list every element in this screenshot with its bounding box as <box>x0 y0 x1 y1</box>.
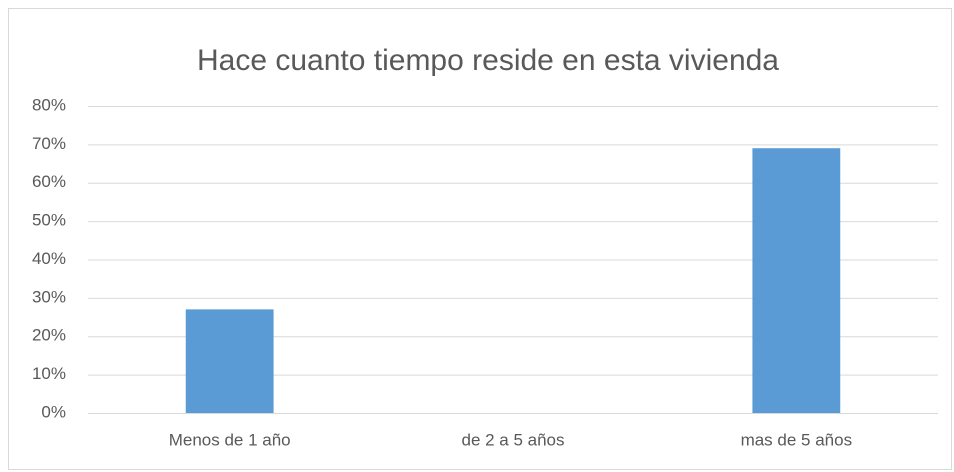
y-tick-label: 20% <box>32 326 66 345</box>
y-tick-label: 50% <box>32 211 66 230</box>
x-tick-label: Menos de 1 año <box>169 430 291 449</box>
y-tick-label: 40% <box>32 249 66 268</box>
bar <box>185 309 274 413</box>
y-tick-label: 70% <box>32 134 66 153</box>
x-tick-label: mas de 5 años <box>741 430 853 449</box>
bar <box>752 148 841 413</box>
y-tick-label: 30% <box>32 287 66 306</box>
chart-title: Hace cuanto tiempo reside en esta vivien… <box>197 44 779 77</box>
y-tick-label: 0% <box>41 402 66 421</box>
y-tick-label: 60% <box>32 172 66 191</box>
y-tick-label: 80% <box>32 95 66 114</box>
x-tick-label: de 2 a 5 años <box>461 430 564 449</box>
y-tick-label: 10% <box>32 364 66 383</box>
